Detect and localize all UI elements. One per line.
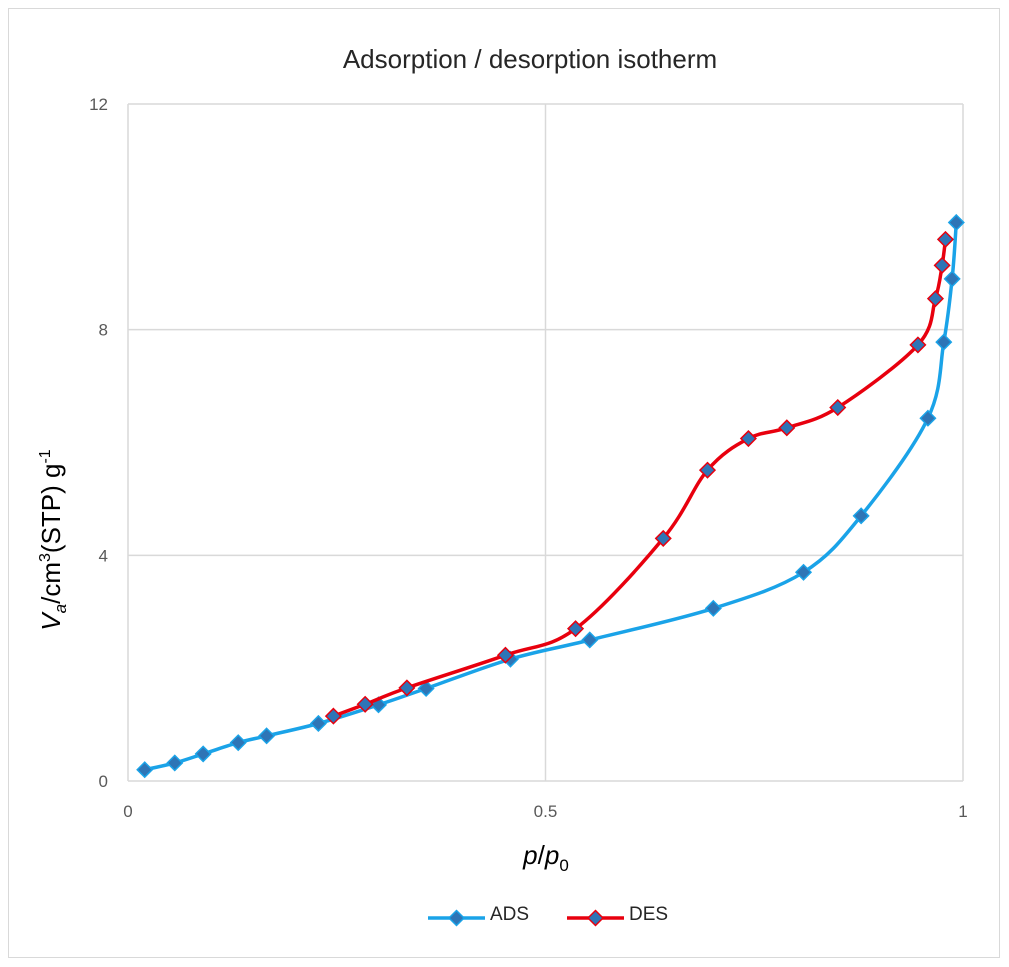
y-tick-label: 0	[99, 772, 108, 791]
data-point-ads	[417, 679, 435, 698]
data-point-ads	[309, 714, 327, 733]
data-point-ads	[229, 734, 247, 752]
data-point-ads	[852, 507, 870, 525]
data-point-des	[566, 620, 585, 638]
data-point-des	[698, 461, 717, 479]
x-axis-title-p: p	[522, 840, 537, 870]
data-point-des	[739, 429, 757, 448]
y-axis-title-sup1: 3	[37, 553, 54, 562]
data-point-ads	[794, 563, 813, 581]
y-axis-title: Va/cm3(STP) g-1	[36, 449, 70, 631]
y-axis-title-sup2: -1	[37, 449, 54, 463]
legend-marker-ads	[447, 909, 466, 927]
data-point-des	[356, 695, 374, 713]
series	[136, 213, 965, 779]
data-point-des	[324, 707, 342, 725]
data-point-des	[909, 336, 927, 354]
x-tick-label: 0	[123, 802, 132, 821]
data-point-des	[398, 679, 416, 697]
x-axis-title-p0: p	[544, 840, 559, 870]
y-axis-title-var: V	[36, 611, 66, 631]
data-point-des	[933, 256, 951, 274]
data-point-ads	[947, 213, 965, 232]
gridlines	[127, 103, 964, 782]
data-point-ads	[258, 727, 276, 745]
data-point-des	[829, 398, 847, 417]
data-point-des	[496, 646, 514, 664]
data-point-ads	[166, 754, 184, 772]
data-point-des	[926, 290, 945, 308]
y-tick-label: 12	[89, 95, 108, 114]
series-line-ads	[142, 220, 959, 772]
x-tick-label: 1	[958, 802, 967, 821]
chart-title: Adsorption / desorption isotherm	[343, 44, 717, 74]
series-line-des	[331, 237, 948, 718]
data-point-des	[936, 230, 955, 248]
y-axis-title-mid: (STP) g	[36, 464, 66, 554]
chart-frame	[8, 8, 1000, 958]
series-ads	[136, 213, 965, 779]
data-point-ads	[935, 333, 953, 351]
legend-label-des: DES	[629, 904, 668, 925]
legend: ADS DES	[428, 904, 668, 927]
data-point-des	[778, 419, 796, 437]
series-des	[324, 230, 955, 725]
data-point-ads	[581, 631, 599, 649]
data-point-ads	[704, 599, 722, 617]
data-point-ads	[943, 270, 961, 288]
tick-labels: 0 4 8 12 0 0.5 1	[89, 95, 968, 821]
y-tick-label: 8	[99, 321, 108, 340]
x-tick-label: 0.5	[534, 802, 558, 821]
y-tick-label: 4	[99, 546, 108, 565]
x-axis-title-slash: /	[538, 840, 546, 870]
x-axis-title-subscript: 0	[559, 856, 568, 875]
x-axis-title: p/p0	[522, 840, 569, 875]
data-point-ads	[919, 409, 937, 427]
legend-marker-des	[586, 909, 605, 927]
y-axis-title-var-sub: a	[51, 604, 70, 613]
legend-label-ads: ADS	[490, 904, 529, 925]
data-point-ads	[136, 761, 154, 779]
y-axis-title-unit: /cm	[36, 562, 66, 604]
data-point-ads	[194, 745, 212, 763]
data-point-des	[654, 529, 672, 547]
